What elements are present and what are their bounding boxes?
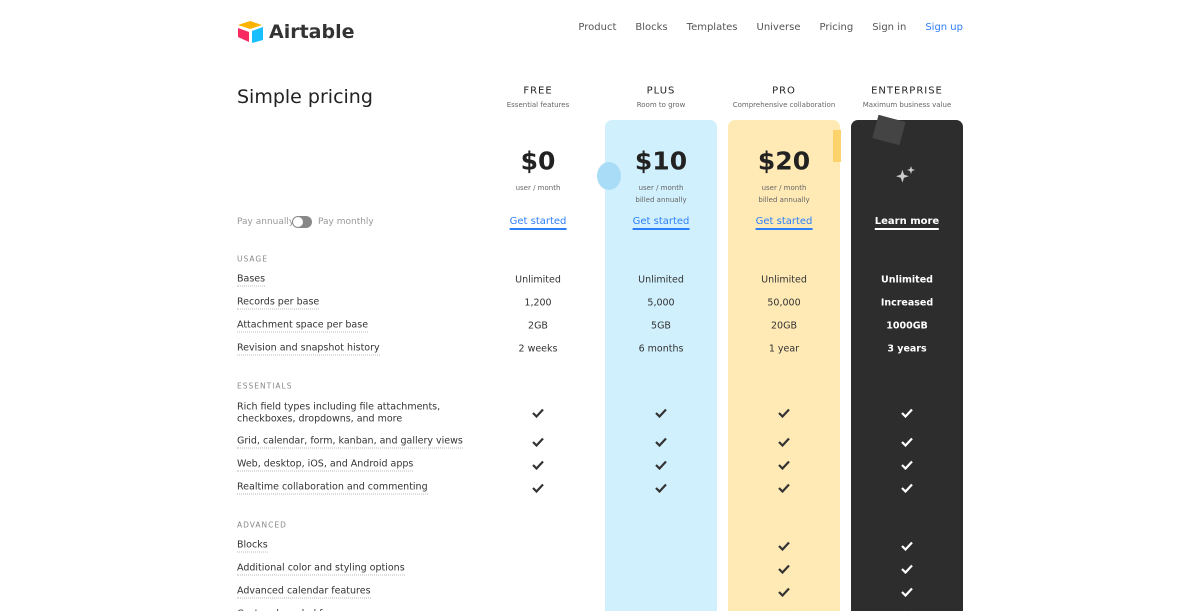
check xyxy=(901,483,913,493)
plan-card xyxy=(605,120,717,611)
plan-cta[interactable]: Get started xyxy=(632,216,690,230)
check xyxy=(532,408,544,418)
check xyxy=(901,587,913,597)
nav: Product Blocks Templates Universe Pricin… xyxy=(578,22,963,33)
cell-value: Unlimited xyxy=(761,274,807,286)
nav-link[interactable]: Sign in xyxy=(872,22,907,33)
cell-value: 1,200 xyxy=(524,297,552,309)
plan-name: FREE xyxy=(523,85,553,97)
plan-price: $20 xyxy=(757,146,811,176)
nav-link[interactable]: Universe xyxy=(756,22,801,33)
cell-value: 3 years xyxy=(887,343,927,355)
cell-value: 2 weeks xyxy=(518,343,558,355)
check xyxy=(532,483,544,493)
check xyxy=(655,460,667,470)
plan-price: $10 xyxy=(634,146,688,176)
row-label: Bases xyxy=(237,273,266,287)
check xyxy=(532,460,544,470)
nav-link[interactable]: Product xyxy=(578,22,617,33)
row-label: Attachment space per base xyxy=(237,319,369,333)
check xyxy=(901,564,913,574)
check xyxy=(778,587,790,597)
plan-cta[interactable]: Get started xyxy=(755,216,813,230)
row-label: Custom branded forms xyxy=(237,609,346,611)
row-label: checkboxes, dropdowns, and more xyxy=(237,413,403,425)
logo-icon xyxy=(238,21,263,43)
cell-value: Unlimited xyxy=(515,274,561,286)
cell-value: 1 year xyxy=(768,343,800,355)
toggle-label[interactable]: Pay monthly xyxy=(318,217,374,227)
plan-unit: user / month xyxy=(761,184,807,192)
plan-subtitle: Maximum business value xyxy=(862,101,952,109)
row-label: Rich field types including file attachme… xyxy=(237,401,441,413)
cell-value: Unlimited xyxy=(638,274,684,286)
plan-unit: user / month xyxy=(638,184,684,192)
plan-card xyxy=(851,120,963,611)
cell-value: 6 months xyxy=(638,343,684,355)
section-title: ADVANCED xyxy=(237,520,287,530)
section-title: USAGE xyxy=(237,254,268,264)
row-label: Additional color and styling options xyxy=(237,562,405,576)
check xyxy=(901,408,913,418)
section-title: ESSENTIALS xyxy=(237,381,293,391)
row-label: Web, desktop, iOS, and Android apps xyxy=(237,458,414,472)
nav-link[interactable]: Blocks xyxy=(635,22,668,33)
plan-name: ENTERPRISE xyxy=(871,85,943,97)
row-label: Records per base xyxy=(237,296,320,310)
toggle-label[interactable]: Pay annually xyxy=(237,217,295,227)
sparkle-icon xyxy=(896,166,915,183)
check xyxy=(778,408,790,418)
cell-value: 2GB xyxy=(528,320,548,332)
toggle[interactable] xyxy=(292,216,312,228)
check xyxy=(532,437,544,447)
check xyxy=(778,564,790,574)
nav-link[interactable]: Sign up xyxy=(925,22,963,33)
plan-card xyxy=(728,120,840,611)
plan-name: PRO xyxy=(772,85,796,97)
check xyxy=(901,460,913,470)
row-label: Realtime collaboration and commenting xyxy=(237,481,428,495)
plan-name: PLUS xyxy=(646,85,676,97)
row-label: Grid, calendar, form, kanban, and galler… xyxy=(237,435,463,449)
toggle-knob xyxy=(293,217,303,227)
page-title: Simple pricing xyxy=(237,86,373,108)
check xyxy=(655,408,667,418)
plan-subtitle: Essential features xyxy=(506,101,570,109)
check xyxy=(901,541,913,551)
row-label: Revision and snapshot history xyxy=(237,342,380,356)
cell-value: 5GB xyxy=(651,320,671,332)
check xyxy=(778,460,790,470)
nav-link[interactable]: Pricing xyxy=(819,22,854,33)
plan-price: $0 xyxy=(520,146,556,176)
cell-value: 1000GB xyxy=(886,320,928,332)
plan-subtitle: Comprehensive collaboration xyxy=(732,101,836,109)
plan-billing: billed annually xyxy=(635,196,687,204)
nav-link[interactable]: Templates xyxy=(686,22,738,33)
check xyxy=(778,541,790,551)
row-label: Blocks xyxy=(237,539,268,553)
cell-value: Unlimited xyxy=(881,274,933,286)
check xyxy=(655,483,667,493)
cell-value: Increased xyxy=(880,297,934,309)
plan-billing: billed annually xyxy=(758,196,810,204)
check xyxy=(655,437,667,447)
check xyxy=(901,437,913,447)
decoration xyxy=(597,162,621,190)
cell-value: 20GB xyxy=(771,320,797,332)
plan-subtitle: Room to grow xyxy=(636,101,686,109)
plan-unit: user / month xyxy=(515,184,561,192)
check xyxy=(778,437,790,447)
cell-value: 50,000 xyxy=(767,297,801,309)
logo-text[interactable]: Airtable xyxy=(269,21,355,43)
plan-cta[interactable]: Get started xyxy=(509,216,567,230)
decoration xyxy=(833,130,841,162)
check xyxy=(778,483,790,493)
plan-cta[interactable]: Learn more xyxy=(874,216,940,230)
row-label: Advanced calendar features xyxy=(237,585,371,599)
cell-value: 5,000 xyxy=(647,297,675,309)
